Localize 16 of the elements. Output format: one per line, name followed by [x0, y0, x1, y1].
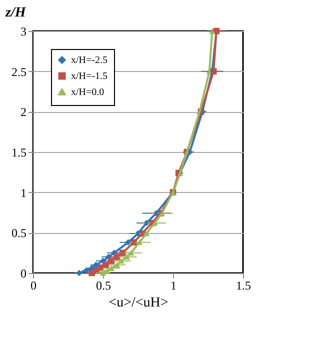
- y-axis-title: z/H: [4, 6, 27, 20]
- legend-label: x/H=-2.5: [71, 55, 108, 66]
- legend-label: x/H=0.0: [71, 87, 104, 98]
- y-tick-label: 1: [20, 186, 26, 200]
- legend-label: x/H=-1.5: [71, 71, 108, 82]
- x-tick-label: 0: [30, 278, 36, 292]
- x-tick-label: 1.5: [236, 278, 251, 292]
- y-tick-label: 0: [20, 266, 26, 280]
- x-tick-label: 1: [170, 278, 176, 292]
- y-tick-label: 2.5: [12, 64, 26, 79]
- y-tick-label: 0.5: [12, 226, 26, 240]
- y-tick-label: 1.5: [12, 146, 26, 160]
- x-tick-label: 0.5: [96, 278, 111, 292]
- x-axis-title: <u>/<uH>: [108, 296, 168, 310]
- y-tick-label: 3: [20, 24, 26, 38]
- y-tick-label: 2: [20, 105, 26, 120]
